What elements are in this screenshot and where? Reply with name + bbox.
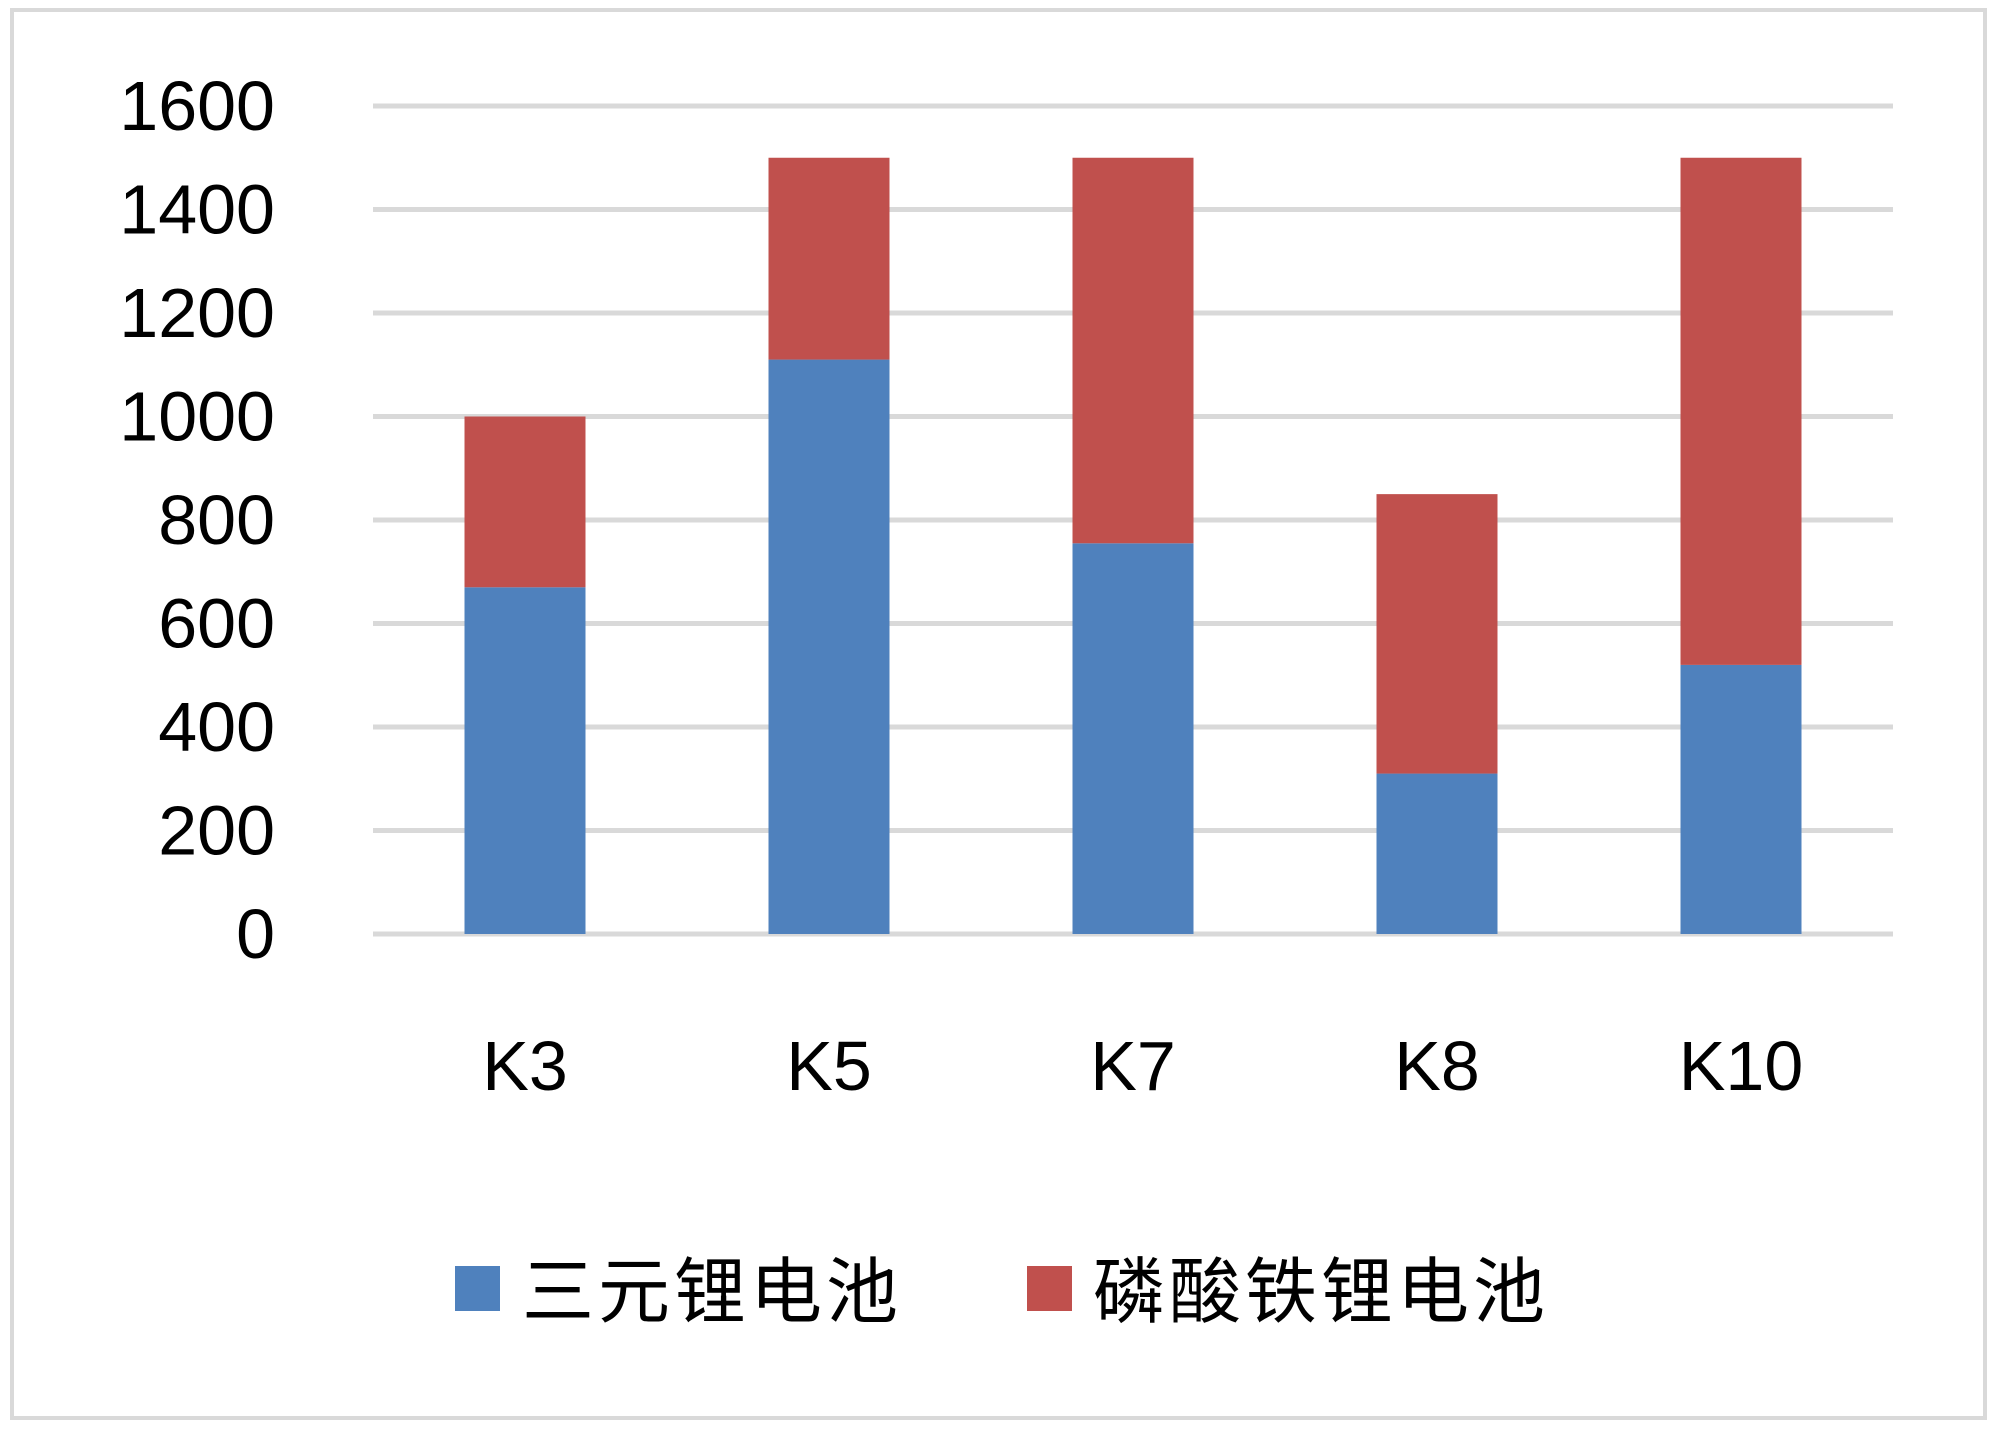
y-axis-tick-labels: 0 200 400 600 800 1000 1200 1400 1600 [119, 67, 275, 973]
y-tick-label: 1000 [119, 378, 275, 456]
bar-K7-series-2 [1072, 157, 1194, 544]
x-category-label: K8 [1394, 1027, 1480, 1105]
legend-label: 三元锂电池 [522, 1250, 902, 1334]
legend-label: 磷酸铁锂电池 [1093, 1250, 1549, 1334]
legend: 三元锂电池 磷酸铁锂电池 [455, 1250, 1549, 1334]
bar-K3-series-1 [464, 587, 586, 934]
chart-frame [10, 8, 1987, 1420]
y-tick-label: 1400 [119, 171, 275, 249]
bar-K5-series-2 [768, 157, 890, 360]
y-tick-label: 200 [158, 792, 275, 870]
x-category-label: K7 [1090, 1027, 1176, 1105]
legend-swatch [1027, 1266, 1072, 1311]
y-tick-label: 600 [158, 585, 275, 663]
legend-swatch [455, 1266, 500, 1311]
x-category-label: K3 [482, 1027, 568, 1105]
bar-K8-series-1 [1376, 773, 1498, 934]
y-tick-label: 0 [236, 895, 275, 973]
y-tick-label: 400 [158, 688, 275, 766]
y-tick-label: 1200 [119, 274, 275, 352]
bar-K10-series-1 [1680, 664, 1802, 934]
y-tick-label: 800 [158, 481, 275, 559]
bars [464, 157, 1802, 934]
bar-K5-series-1 [768, 359, 890, 934]
x-category-label: K5 [786, 1027, 872, 1105]
y-tick-label: 1600 [119, 67, 275, 145]
x-axis-category-labels: K3 K5 K7 K8 K10 [482, 1027, 1803, 1105]
bar-K3-series-2 [464, 416, 586, 588]
bar-K7-series-1 [1072, 543, 1194, 934]
bar-K10-series-2 [1680, 157, 1802, 665]
bar-K8-series-2 [1376, 494, 1498, 774]
x-category-label: K10 [1679, 1027, 1804, 1105]
